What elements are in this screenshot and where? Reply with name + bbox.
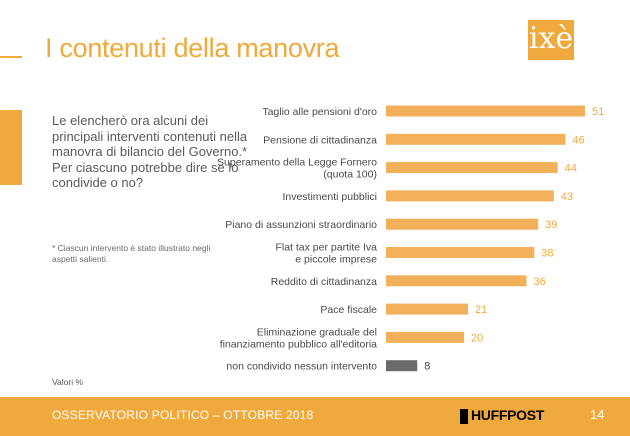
- bar-0: [386, 105, 585, 117]
- category-label-4: Piano di assunzioni straordinario: [225, 219, 377, 231]
- category-label-1: Pensione di cittadinanza: [263, 134, 377, 146]
- category-label-6: Reddito di cittadinanza: [271, 276, 377, 288]
- bar-value-label-6: 36: [533, 276, 545, 288]
- category-label-0: Taglio alle pensioni d'oro: [262, 106, 377, 118]
- bar-5: [386, 247, 535, 258]
- bar-value-label-0: 51: [592, 106, 604, 118]
- page-number: 14: [590, 407, 605, 422]
- bar-4: [386, 218, 539, 230]
- bar-6: [386, 275, 527, 287]
- category-label-2-line-0: Superamento della Legge Fornero: [217, 157, 377, 169]
- ixe-logo: ixè: [528, 20, 574, 60]
- category-label-7: Pace fiscale: [320, 304, 377, 316]
- category-label-3: Investimenti pubblici: [282, 191, 377, 203]
- bar-value-label-9: 8: [424, 361, 430, 373]
- bar-value-label-5: 38: [541, 248, 553, 260]
- bar-value-label-8: 20: [471, 332, 483, 344]
- category-label-5-line-0: Flat tax per partite Iva: [275, 242, 377, 254]
- bar-8: [386, 331, 465, 343]
- category-label-5-line-1: e piccole imprese: [295, 254, 377, 266]
- huffpost-mark-icon: [460, 409, 468, 424]
- bar-value-label-2: 44: [565, 163, 577, 175]
- bar-value-label-4: 39: [545, 219, 557, 231]
- bar-9: [386, 360, 418, 372]
- category-label-8-line-0: Eliminazione graduale del: [257, 326, 377, 338]
- footnote: * Ciascun intervento è stato illustrato …: [52, 243, 211, 264]
- footer-source: OSSERVATORIO POLITICO – OTTOBRE 2018: [52, 408, 314, 422]
- bar-1: [386, 133, 566, 145]
- bar-7: [386, 303, 468, 315]
- footer-bar: OSSERVATORIO POLITICO – OTTOBRE 2018 HUF…: [0, 397, 630, 436]
- bar-value-label-3: 43: [561, 191, 573, 203]
- bar-chart: 51 Taglio alle pensioni d'oro 46 Pensione d…: [217, 105, 604, 373]
- bar-2: [386, 162, 558, 174]
- bar-value-label-7: 21: [475, 304, 487, 316]
- question-text: Le elencherò ora alcuni dei principali i…: [52, 113, 248, 191]
- bar-value-label-1: 46: [572, 134, 584, 146]
- title-accent-rule: [0, 56, 22, 58]
- huffpost-logo: HUFFPOST: [471, 407, 545, 423]
- category-label-8-line-1: finanziamento pubblico all'editoria: [220, 338, 377, 350]
- category-label-9: non condivido nessun intervento: [226, 361, 377, 373]
- page-title: I contenuti della manovra: [45, 33, 340, 63]
- category-label-2-line-1: (quota 100): [323, 169, 377, 181]
- bar-3: [386, 190, 554, 202]
- side-accent-block: [0, 110, 22, 185]
- values-unit-label: Valori %: [52, 377, 84, 387]
